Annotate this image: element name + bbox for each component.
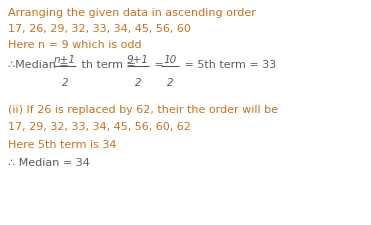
Text: Arranging the given data in ascending order: Arranging the given data in ascending or…	[8, 8, 256, 18]
Text: 17, 29, 32, 33, 34, 45, 56, 60, 62: 17, 29, 32, 33, 34, 45, 56, 60, 62	[8, 122, 191, 131]
Text: (ii) If 26 is replaced by 62, their the order will be: (ii) If 26 is replaced by 62, their the …	[8, 105, 278, 115]
Text: n+1: n+1	[54, 55, 76, 65]
Text: th term =: th term =	[78, 60, 139, 70]
Text: 9+1: 9+1	[127, 55, 149, 65]
Text: = 5th term = 33: = 5th term = 33	[181, 60, 276, 70]
Text: 2: 2	[135, 78, 141, 88]
Text: 17, 26, 29, 32, 33, 34, 45, 56, 60: 17, 26, 29, 32, 33, 34, 45, 56, 60	[8, 24, 191, 34]
Text: 2: 2	[167, 78, 174, 88]
Text: Here n = 9 which is odd: Here n = 9 which is odd	[8, 40, 142, 50]
Text: =: =	[151, 60, 167, 70]
Text: 10: 10	[164, 55, 177, 65]
Text: Here 5th term is 34: Here 5th term is 34	[8, 139, 116, 149]
Text: 2: 2	[62, 78, 68, 88]
Text: ∴Median =: ∴Median =	[8, 60, 72, 70]
Text: ∴ Median = 34: ∴ Median = 34	[8, 157, 90, 167]
